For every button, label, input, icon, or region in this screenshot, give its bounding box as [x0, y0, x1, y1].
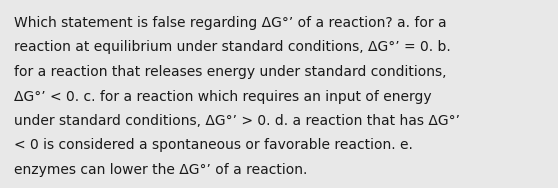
- Text: ΔG°’ < 0. c. for a reaction which requires an input of energy: ΔG°’ < 0. c. for a reaction which requir…: [14, 89, 432, 104]
- Text: for a reaction that releases energy under standard conditions,: for a reaction that releases energy unde…: [14, 65, 446, 79]
- Text: Which statement is false regarding ΔG°’ of a reaction? a. for a: Which statement is false regarding ΔG°’ …: [14, 16, 446, 30]
- Text: under standard conditions, ΔG°’ > 0. d. a reaction that has ΔG°’: under standard conditions, ΔG°’ > 0. d. …: [14, 114, 460, 128]
- Text: < 0 is considered a spontaneous or favorable reaction. e.: < 0 is considered a spontaneous or favor…: [14, 139, 413, 152]
- Text: reaction at equilibrium under standard conditions, ΔG°’ = 0. b.: reaction at equilibrium under standard c…: [14, 40, 451, 55]
- Text: enzymes can lower the ΔG°’ of a reaction.: enzymes can lower the ΔG°’ of a reaction…: [14, 163, 307, 177]
